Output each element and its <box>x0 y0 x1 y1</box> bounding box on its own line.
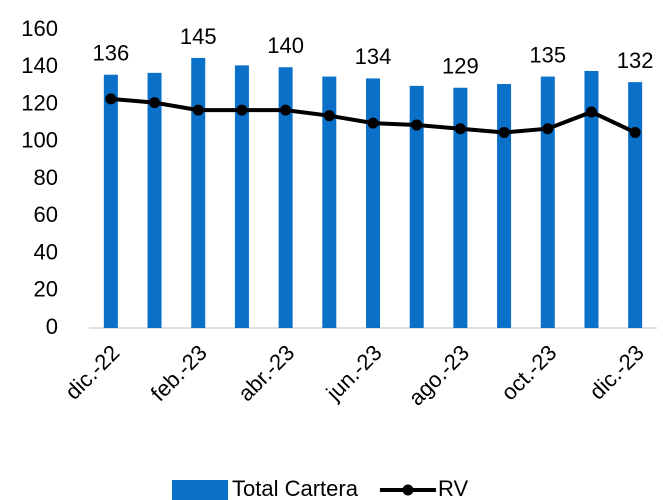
line-marker <box>367 117 379 129</box>
bar <box>234 65 249 328</box>
bar <box>497 84 512 328</box>
legend-swatch <box>172 480 228 500</box>
bar <box>628 82 643 329</box>
data-label: 140 <box>267 33 304 58</box>
x-tick-label: oct.-23 <box>496 340 561 405</box>
line-marker <box>585 106 597 118</box>
bar <box>147 72 162 329</box>
line-marker <box>192 104 204 116</box>
line-marker <box>629 126 641 138</box>
line-marker <box>498 126 510 138</box>
data-label: 145 <box>180 24 217 49</box>
y-tick-label: 120 <box>21 90 58 115</box>
line-marker <box>236 104 248 116</box>
bar <box>322 76 337 328</box>
x-tick-label: feb.-23 <box>146 340 212 406</box>
data-label: 136 <box>92 41 129 66</box>
bar <box>540 76 555 328</box>
bar <box>278 67 293 328</box>
x-tick-label: abr.-23 <box>233 340 299 406</box>
line-marker <box>542 123 554 135</box>
line-marker <box>411 119 423 131</box>
x-tick-label: jun.-23 <box>321 340 387 406</box>
data-label: 129 <box>442 54 479 79</box>
y-tick-label: 80 <box>34 165 58 190</box>
x-tick-label: dic.-23 <box>584 340 648 404</box>
line-marker <box>280 104 292 116</box>
legend-marker <box>402 484 414 496</box>
y-tick-label: 40 <box>34 239 58 264</box>
x-tick-label: ago.-23 <box>404 340 474 410</box>
y-tick-label: 140 <box>21 53 58 78</box>
line-marker <box>105 93 117 105</box>
bar <box>453 87 468 328</box>
legend-label: Total Cartera <box>232 476 359 500</box>
y-tick-label: 60 <box>34 202 58 227</box>
bar <box>409 85 424 328</box>
bar <box>584 70 599 328</box>
x-tick-label: dic.-22 <box>60 340 124 404</box>
line-marker <box>323 110 335 122</box>
data-label: 135 <box>529 42 566 67</box>
y-tick-label: 0 <box>46 314 58 339</box>
data-label: 132 <box>617 48 654 73</box>
bar <box>366 78 380 328</box>
legend-label: RV <box>438 476 468 500</box>
line-marker <box>149 97 161 109</box>
bar <box>191 57 206 328</box>
data-label: 134 <box>355 44 392 69</box>
y-tick-label: 160 <box>21 16 58 41</box>
y-tick-label: 20 <box>34 277 58 302</box>
line-marker <box>454 123 466 135</box>
y-tick-label: 100 <box>21 128 58 153</box>
bar <box>103 74 118 328</box>
